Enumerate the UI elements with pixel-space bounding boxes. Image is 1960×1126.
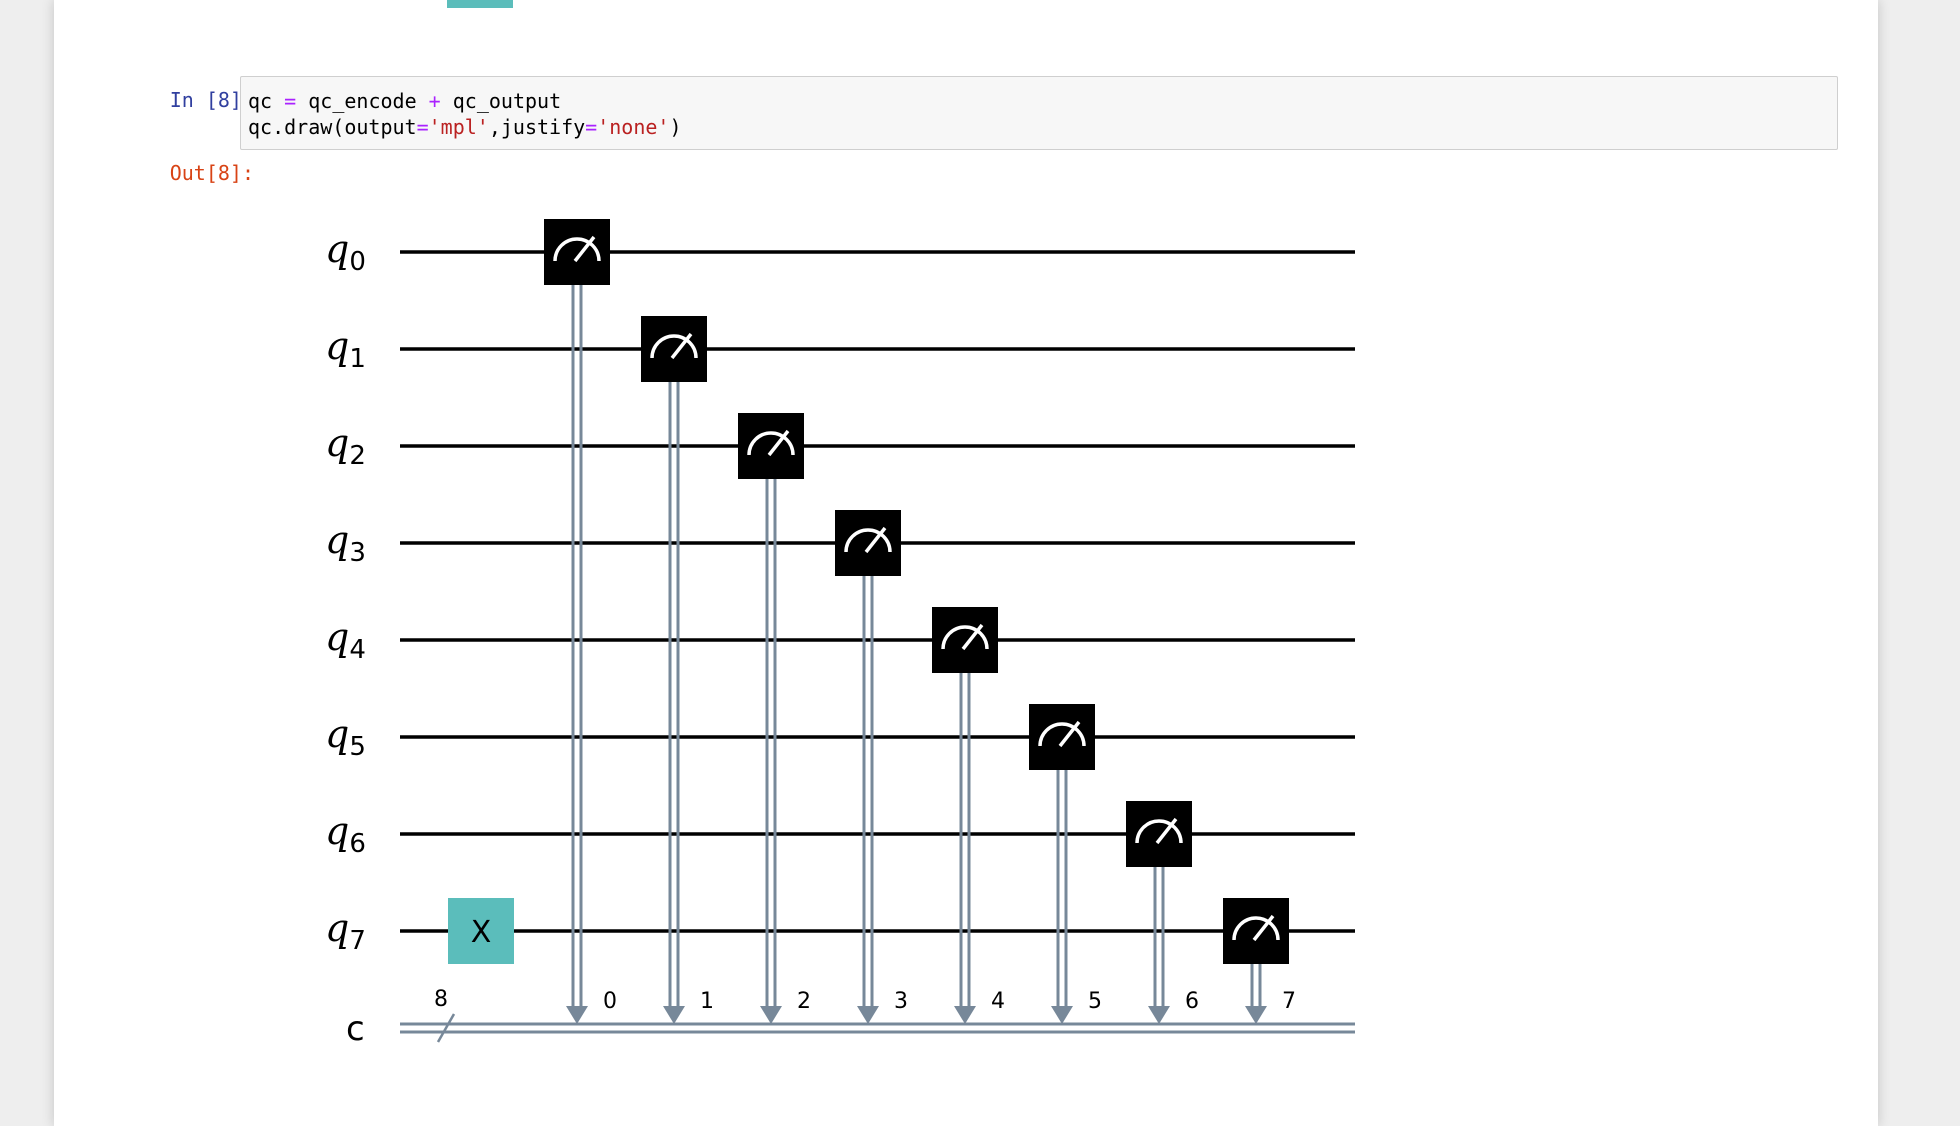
measure-bit-label: 4 [991, 989, 1005, 1014]
code-string: 'mpl' [428, 115, 489, 139]
measure-needle-icon [767, 429, 790, 457]
qubit-label: q4 [325, 615, 366, 665]
measure-arrow-head [954, 1006, 976, 1024]
x-gate-label: X [471, 915, 492, 950]
measure-bit-label: 3 [894, 989, 908, 1014]
qubit-label-subscript: 5 [349, 732, 366, 762]
measure-gate [1029, 704, 1095, 770]
input-prompt: In [8]: [169, 88, 254, 112]
qubit-label: q5 [325, 712, 366, 762]
code-operator: + [428, 89, 441, 113]
code-operator: = [416, 115, 429, 139]
previous-output-gate-fragment [447, 0, 513, 8]
measure-bit-label: 5 [1088, 989, 1102, 1014]
measure-arrow-head [1051, 1006, 1073, 1024]
measure-bit-label: 6 [1185, 989, 1199, 1014]
measure-needle-icon [1155, 817, 1178, 845]
notebook-page: In [8]: qc = qc_encode + qc_output qc.dr… [54, 0, 1878, 1126]
measure-gate [835, 510, 901, 576]
measure-arrow-head [566, 1006, 588, 1024]
qubit-label-base: q [325, 712, 349, 756]
measure-arrow-head [1245, 1006, 1267, 1024]
qubit-label-base: q [325, 906, 349, 950]
measure-meter-icon [553, 237, 601, 262]
measure-arrow-head [663, 1006, 685, 1024]
qubit-label-base: q [325, 809, 349, 853]
measure-meter-icon [1135, 819, 1183, 844]
measure-arrow-head [1148, 1006, 1170, 1024]
qubit-label-subscript: 1 [349, 344, 366, 374]
measure-needle-icon [670, 332, 693, 360]
qubit-label: q2 [325, 421, 366, 471]
measure-gate [932, 607, 998, 673]
measure-gate [738, 413, 804, 479]
qubit-label-base: q [325, 518, 349, 562]
classical-bus-slash [436, 1013, 456, 1043]
classical-label: c [346, 1009, 365, 1049]
measure-needle-icon [864, 526, 887, 554]
output-prompt: Out[8]: [169, 161, 254, 185]
code-token: qc.draw(output [248, 115, 417, 139]
qubit-label-subscript: 0 [349, 247, 366, 277]
qubit-label-base: q [325, 227, 349, 271]
code-token: qc_output [452, 89, 562, 113]
measure-arrow-head [857, 1006, 879, 1024]
measure-meter-icon [941, 625, 989, 650]
measure-meter-icon [844, 528, 892, 553]
code-token: ) [669, 115, 682, 139]
qubit-label-subscript: 7 [349, 926, 366, 956]
code-token: qc_encode [308, 89, 417, 113]
qubit-label-subscript: 4 [349, 635, 366, 665]
qubit-label: q7 [325, 906, 366, 956]
measure-meter-icon [747, 431, 795, 456]
measure-needle-icon [961, 623, 984, 651]
measure-gate [641, 316, 707, 382]
x-gate [448, 898, 514, 964]
measure-bit-label: 7 [1282, 989, 1296, 1014]
measure-gate [544, 219, 610, 285]
measure-bit-label: 2 [797, 989, 811, 1014]
qubit-label-subscript: 6 [349, 829, 366, 859]
qubit-label-subscript: 2 [349, 441, 366, 471]
qubit-label: q6 [325, 809, 366, 859]
measure-meter-icon [650, 334, 698, 359]
measure-gate [1223, 898, 1289, 964]
code-operator: = [585, 115, 598, 139]
code-token: qc [248, 89, 273, 113]
qubit-label: q0 [325, 227, 366, 277]
measure-arrow-head [760, 1006, 782, 1024]
code-operator: = [284, 89, 297, 113]
measure-gate [1126, 801, 1192, 867]
measure-bit-label: 0 [603, 989, 617, 1014]
code-string: 'none' [597, 115, 670, 139]
measure-needle-icon [573, 235, 596, 263]
qubit-label-base: q [325, 421, 349, 465]
measure-meter-icon [1038, 722, 1086, 747]
qubit-label: q1 [325, 324, 366, 374]
classical-width-label: 8 [434, 987, 448, 1012]
qubit-label-base: q [325, 615, 349, 659]
measure-meter-icon [1232, 916, 1280, 941]
measure-needle-icon [1058, 720, 1081, 748]
measure-bit-label: 1 [700, 989, 714, 1014]
measure-needle-icon [1252, 914, 1275, 942]
qubit-label-subscript: 3 [349, 538, 366, 568]
qubit-label: q3 [325, 518, 366, 568]
code-cell-editor[interactable]: qc = qc_encode + qc_output qc.draw(outpu… [240, 76, 1838, 150]
qubit-label-base: q [325, 324, 349, 368]
code-token: ,justify [488, 115, 586, 139]
